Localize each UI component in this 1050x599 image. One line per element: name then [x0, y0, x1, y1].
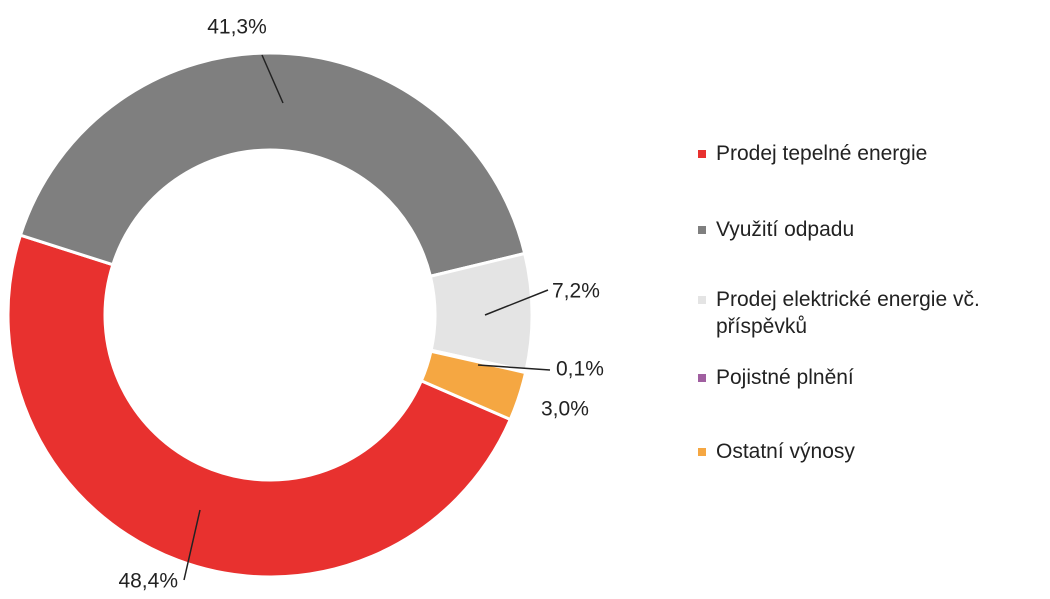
leader-line [183, 509, 201, 581]
data-label: 0,1% [556, 358, 604, 381]
legend-item: Prodej tepelné energie [698, 140, 1048, 167]
data-label: 48,4% [118, 570, 178, 593]
legend-swatch [698, 150, 706, 158]
legend-label: Využití odpadu [716, 218, 855, 241]
legend-item: Využití odpadu [698, 216, 1048, 243]
legend-item: Pojistné plnění [698, 364, 1048, 391]
data-label: 3,0% [541, 398, 589, 421]
donut-slice [419, 349, 528, 422]
legend-label: Prodej elektrické energie vč. příspěvků [716, 288, 980, 338]
legend-label: Prodej tepelné energie [716, 142, 928, 165]
leader-line [477, 364, 551, 371]
legend-item: Ostatní výnosy [698, 438, 1048, 465]
legend-swatch [698, 448, 706, 456]
leader-line [261, 54, 284, 104]
leader-line [484, 289, 549, 316]
legend-swatch [698, 374, 706, 382]
legend-swatch [698, 296, 706, 304]
data-label: 41,3% [207, 16, 267, 39]
legend-item: Prodej elektrické energie vč. příspěvků [698, 286, 1048, 340]
legend-label: Pojistné plnění [716, 366, 854, 389]
data-label: 7,2% [552, 280, 600, 303]
legend-swatch [698, 226, 706, 234]
legend-label: Ostatní výnosy [716, 440, 855, 463]
donut-slice [18, 51, 527, 279]
donut-slice [6, 233, 513, 579]
